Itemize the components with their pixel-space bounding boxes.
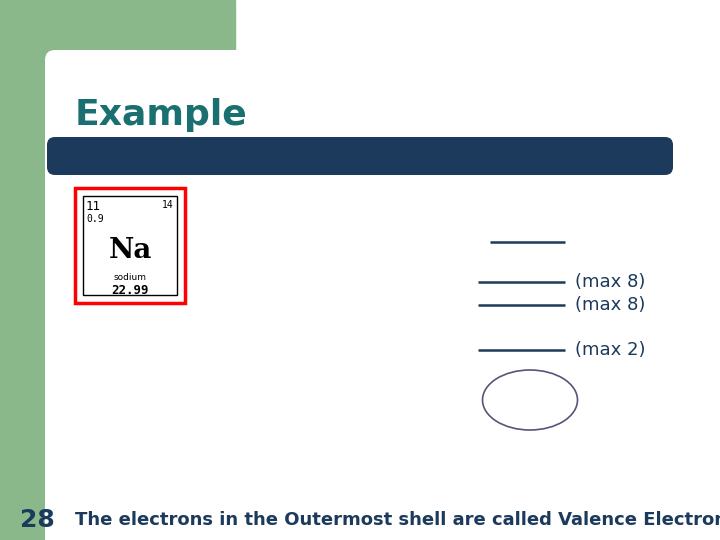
Text: sodium: sodium (114, 273, 146, 281)
Bar (83, 196, 177, 295)
Text: 22.99: 22.99 (112, 284, 149, 296)
Text: Na: Na (108, 237, 152, 264)
Text: 14: 14 (162, 200, 174, 210)
Text: 0.9: 0.9 (86, 214, 104, 224)
Text: Example: Example (75, 98, 248, 132)
FancyBboxPatch shape (47, 137, 673, 175)
FancyBboxPatch shape (45, 50, 720, 540)
Bar (75, 188, 185, 303)
Bar (0, 0, 55, 540)
Text: (max 8): (max 8) (575, 296, 645, 314)
Ellipse shape (482, 370, 577, 430)
Text: 11: 11 (86, 200, 101, 213)
Text: (max 8): (max 8) (575, 273, 645, 291)
Text: 28: 28 (20, 508, 55, 532)
Text: The electrons in the Outermost shell are called Valence Electrons: The electrons in the Outermost shell are… (75, 511, 720, 529)
Text: (max 2): (max 2) (575, 341, 646, 359)
Bar (55, 0, 235, 75)
